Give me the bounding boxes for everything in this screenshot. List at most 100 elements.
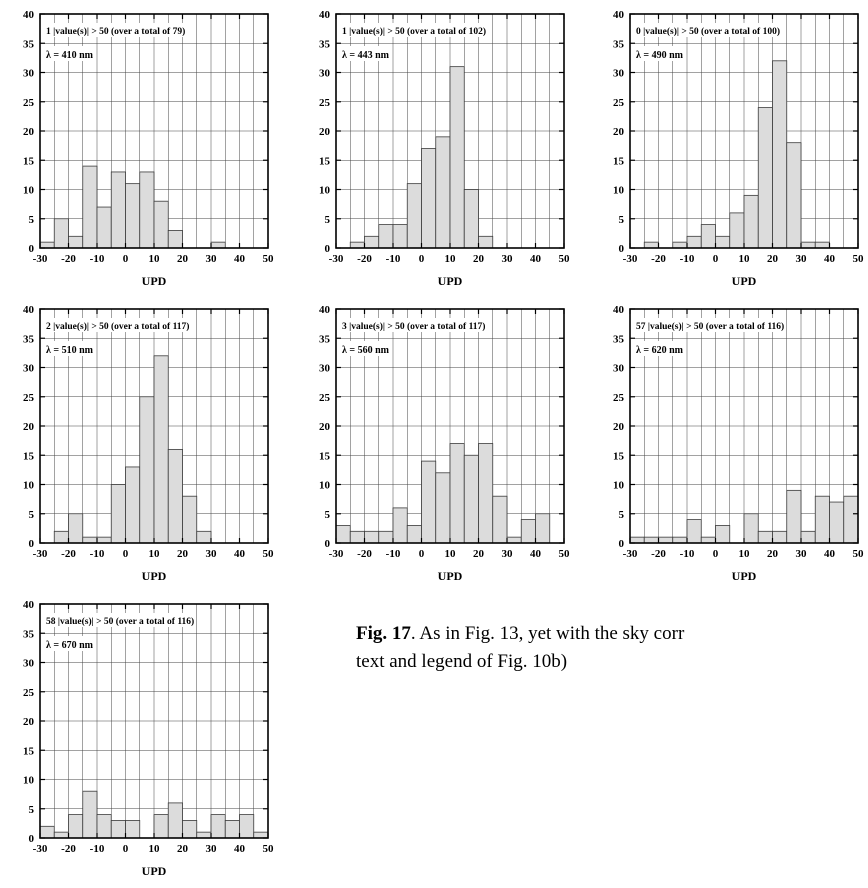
x-tick-label: -30 (329, 548, 344, 560)
y-tick-label: 5 (619, 214, 625, 226)
histogram-bar (167, 230, 183, 249)
svg-text:λ = 510 nm: λ = 510 nm (46, 345, 94, 356)
y-tick-label: 5 (29, 804, 35, 816)
x-tick-label: 0 (123, 253, 129, 265)
x-tick-label: -20 (357, 253, 372, 265)
y-tick-label: 40 (23, 599, 35, 611)
histogram-bar (421, 460, 437, 544)
wavelength-label: λ = 670 nm (44, 636, 96, 651)
histogram-bar (772, 530, 788, 544)
y-tick-label: 35 (23, 628, 35, 640)
histogram-bar (520, 519, 536, 544)
y-tick-label: 0 (325, 538, 331, 550)
y-tick-label: 5 (619, 509, 625, 521)
x-tick-label: 10 (149, 253, 161, 265)
histogram-bar (110, 171, 126, 249)
histogram-bar (125, 820, 141, 839)
histogram-bar (786, 489, 802, 544)
y-tick-label: 20 (23, 421, 35, 433)
histogram-bar (53, 530, 69, 544)
histogram-bar (392, 224, 408, 249)
x-tick-label: 50 (263, 843, 275, 855)
x-tick-label: 20 (177, 843, 189, 855)
wavelength-label: λ = 620 nm (634, 341, 686, 356)
caption-line2: text and legend of Fig. 10b) (356, 651, 568, 672)
y-tick-label: 0 (29, 538, 35, 550)
y-tick-label: 10 (319, 480, 331, 492)
y-tick-label: 10 (613, 185, 625, 197)
histogram-bar (435, 136, 451, 249)
histogram-bar (139, 171, 155, 249)
y-tick-label: 5 (29, 509, 35, 521)
x-tick-label: 30 (502, 548, 514, 560)
wavelength-label: λ = 510 nm (44, 341, 96, 356)
y-tick-label: 5 (325, 509, 331, 521)
x-tick-label: -20 (651, 548, 666, 560)
y-tick-label: 30 (23, 363, 35, 375)
x-tick-label: 40 (530, 253, 542, 265)
histogram-bar (68, 235, 84, 249)
x-tick-label: 40 (530, 548, 542, 560)
y-tick-label: 0 (29, 833, 35, 845)
y-tick-label: 30 (319, 68, 331, 80)
y-tick-label: 5 (29, 214, 35, 226)
figure-caption: Fig. 17. As in Fig. 13, yet with the sky… (356, 620, 868, 676)
histogram-bar (643, 241, 659, 249)
histogram-bar (392, 507, 408, 544)
x-tick-label: 20 (767, 253, 779, 265)
x-tick-label: -10 (680, 548, 695, 560)
svg-text:λ = 560 nm: λ = 560 nm (342, 345, 390, 356)
svg-text:λ = 620 nm: λ = 620 nm (636, 345, 684, 356)
histogram-bar (757, 107, 773, 249)
y-tick-label: 10 (23, 185, 35, 197)
x-tick-label: 20 (473, 253, 485, 265)
histogram-bar (253, 831, 269, 839)
x-tick-label: -10 (90, 843, 105, 855)
histogram-bar (96, 536, 112, 544)
count-annotation: 1 |value(s)| > 50 (over a total of 102) (340, 23, 488, 37)
y-tick-label: 15 (613, 450, 625, 462)
histogram-bar (729, 212, 745, 249)
y-tick-label: 35 (319, 38, 331, 50)
histogram-bar (139, 396, 155, 544)
histogram-bar (182, 495, 198, 544)
histogram-bar (96, 814, 112, 839)
histogram-bar (153, 200, 169, 249)
histogram-bar (686, 235, 702, 249)
histogram-bar (800, 530, 816, 544)
histogram-bars (335, 443, 551, 544)
y-tick-label: 15 (23, 155, 35, 167)
x-tick-label: 0 (419, 548, 425, 560)
x-tick-label: -10 (386, 548, 401, 560)
histogram-bar (449, 443, 465, 544)
x-tick-label: 30 (206, 548, 218, 560)
y-tick-label: 0 (29, 243, 35, 255)
y-tick-label: 25 (319, 392, 331, 404)
histogram-bar (335, 525, 351, 544)
x-tick-label: -30 (623, 253, 638, 265)
x-axis-label: UPD (732, 569, 757, 583)
y-tick-label: 0 (619, 243, 625, 255)
histogram-panel-7: -30 -20 -10 0 10 20 30 40 50 0 5 10 15 20 25 30 35 40 UPD 5… (23, 599, 275, 878)
histogram-panel-6: -30 -20 -10 0 10 20 30 40 50 0 5 10 15 20 25 30 35 40 UPD 5… (613, 304, 864, 583)
histogram-panel-3: -30 -20 -10 0 10 20 30 40 50 0 5 10 15 20 25 30 35 40 UPD 0… (613, 9, 864, 288)
x-tick-label: -20 (357, 548, 372, 560)
histogram-bar (743, 194, 759, 249)
x-tick-label: -30 (33, 253, 48, 265)
histogram-bars (349, 66, 494, 249)
histogram-bar (658, 536, 674, 544)
x-tick-label: 0 (713, 253, 719, 265)
y-tick-label: 25 (23, 687, 35, 699)
histogram-bars (39, 165, 226, 249)
x-tick-label: 10 (149, 843, 161, 855)
x-axis-label: UPD (142, 864, 167, 878)
y-tick-label: 10 (23, 480, 35, 492)
x-tick-label: -10 (90, 253, 105, 265)
svg-text:1 |value(s)| > 50 (over a tota: 1 |value(s)| > 50 (over a total of 102) (342, 26, 486, 37)
histogram-bar (463, 454, 479, 544)
count-annotation: 58 |value(s)| > 50 (over a total of 116) (44, 613, 197, 627)
y-tick-label: 20 (319, 421, 331, 433)
x-tick-label: -30 (33, 843, 48, 855)
histogram-bar (700, 536, 716, 544)
x-tick-label: 30 (502, 253, 514, 265)
